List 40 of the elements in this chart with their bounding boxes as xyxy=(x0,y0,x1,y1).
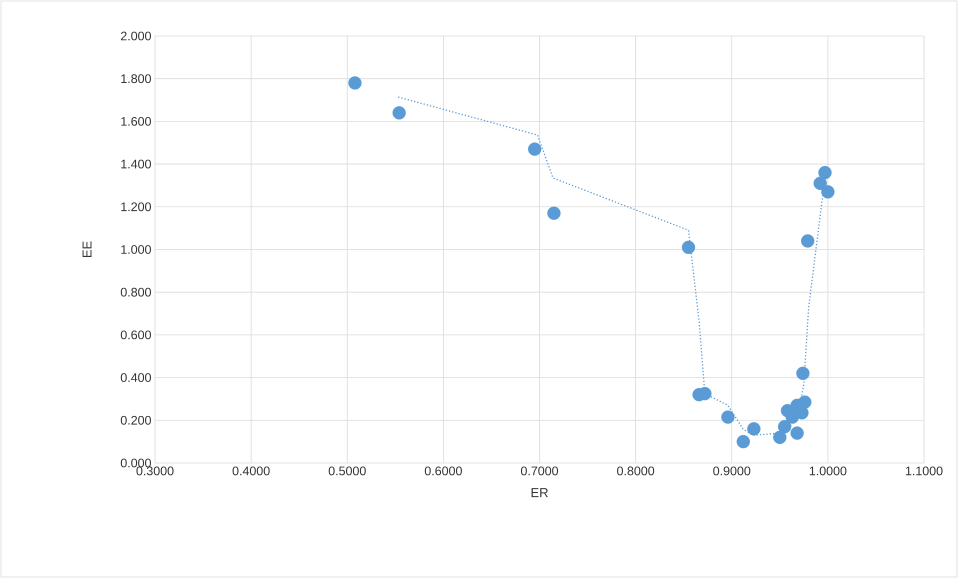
x-tick-label: 0.3000 xyxy=(136,466,174,476)
x-tick-label: 1.1000 xyxy=(906,466,943,476)
point xyxy=(778,420,792,434)
point xyxy=(821,185,835,199)
point xyxy=(798,395,812,409)
x-tick-label: 0.5000 xyxy=(328,466,366,476)
point xyxy=(392,106,406,120)
y-tick-label: 1.000 xyxy=(121,245,151,254)
point xyxy=(747,422,761,436)
y-tick-label: 1.400 xyxy=(121,160,151,168)
y-tick-label: 0.000 xyxy=(120,458,151,468)
point xyxy=(801,234,814,248)
x-axis-title: ER xyxy=(532,488,548,498)
point xyxy=(814,176,827,190)
x-tick-label: 0.9000 xyxy=(713,466,750,476)
y-tick-label: 0.600 xyxy=(120,330,151,340)
y-tick-label: 1.200 xyxy=(121,202,151,212)
point xyxy=(790,426,804,440)
point xyxy=(682,240,696,254)
point xyxy=(786,410,799,424)
point xyxy=(348,76,362,90)
point xyxy=(547,206,561,220)
y-tick-label: 0.800 xyxy=(120,288,151,297)
y-tick-label: 2.000 xyxy=(120,32,151,40)
x-tick-label: 0.7000 xyxy=(520,466,558,476)
x-tick-label: 0.8000 xyxy=(617,466,654,476)
y-tick-label: 0.200 xyxy=(120,416,151,425)
point xyxy=(818,166,832,180)
y-tick-label: 1.600 xyxy=(121,116,151,126)
x-tick-label: 1.0000 xyxy=(810,466,846,476)
y-axis-title: EE xyxy=(82,241,92,258)
y-tick-label: 0.400 xyxy=(120,373,151,382)
point xyxy=(721,410,735,424)
x-tick-label: 0.6000 xyxy=(424,466,462,476)
point xyxy=(773,430,786,444)
y-tick-label: 1.800 xyxy=(121,74,151,84)
point xyxy=(528,142,542,156)
x-tick-label: 0.4000 xyxy=(232,466,270,476)
point xyxy=(736,434,750,448)
point xyxy=(796,366,810,380)
